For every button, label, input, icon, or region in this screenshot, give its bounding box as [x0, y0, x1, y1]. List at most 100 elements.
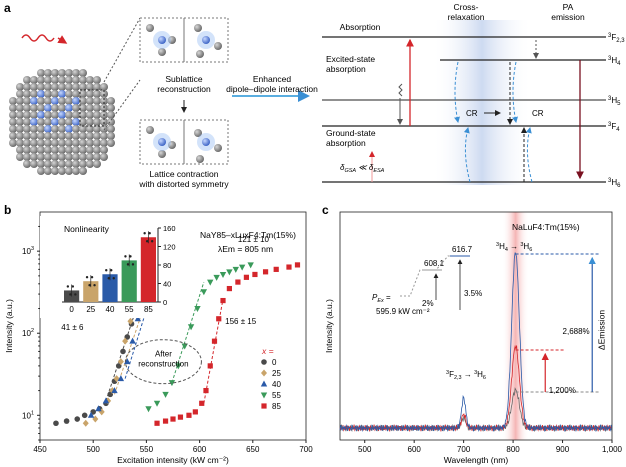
- lattice-ball: [79, 118, 87, 126]
- data-point: [273, 266, 279, 272]
- lattice-ball: [51, 146, 59, 154]
- lattice-ball: [51, 76, 59, 84]
- lattice-ball: [44, 76, 52, 84]
- lattice-atom: [168, 36, 176, 44]
- level-3h6: 3H6: [608, 178, 621, 189]
- lattice-ball: [65, 111, 73, 119]
- slope-annotation: 41 ± 6: [61, 323, 84, 332]
- lattice-ball: [93, 125, 101, 133]
- lattice-ball: [58, 167, 66, 175]
- lattice-ball: [79, 125, 87, 133]
- lattice-ball: [37, 132, 45, 140]
- level-3h4: 3H4: [608, 56, 621, 67]
- lattice-ball: [44, 153, 52, 161]
- data-point: [154, 420, 160, 426]
- lattice-ball: [107, 139, 115, 147]
- lattice-ball: [72, 104, 80, 112]
- data-point: [226, 269, 233, 276]
- lattice-ball: [93, 90, 101, 98]
- lattice-ball: [51, 125, 59, 133]
- slope-annotation: 156 ± 15: [225, 317, 257, 326]
- lattice-ball: [37, 83, 45, 91]
- lattice-ball: [65, 97, 73, 105]
- pct-label: 2%: [422, 299, 434, 308]
- lattice-ball: [93, 139, 101, 147]
- lattice-ball: [79, 111, 87, 119]
- lattice-ball: [44, 167, 52, 175]
- data-point: [117, 358, 124, 366]
- lattice-ball: [58, 125, 66, 133]
- data-point: [124, 334, 131, 340]
- lattice-ball: [79, 146, 87, 154]
- data-point: [294, 262, 301, 268]
- lattice-ball: [86, 83, 94, 91]
- x-tick-label: 600: [193, 445, 207, 454]
- data-point: [127, 317, 134, 325]
- panel-a-letter: a: [4, 1, 11, 15]
- y-tick-label: 101: [22, 410, 34, 420]
- peak-label-3h4: 3H4 → 3H6: [496, 242, 532, 253]
- panel-c-letter: c: [322, 203, 329, 217]
- data-point: [177, 414, 184, 420]
- zoom-box: [79, 89, 105, 127]
- lattice-ball: [58, 111, 66, 119]
- y-tick-label: 103: [22, 246, 34, 256]
- x-axis-label: Wavelength (nm): [444, 455, 509, 465]
- data-point: [261, 403, 267, 409]
- lattice-ball: [30, 83, 38, 91]
- lattice-ball: [65, 153, 73, 161]
- data-point: [122, 337, 129, 345]
- lattice-ball: [100, 125, 108, 133]
- lattice-ball: [79, 104, 87, 112]
- inset-point: [148, 232, 151, 235]
- lambda-label: λEm = 805 nm: [218, 244, 273, 254]
- lattice-ball: [16, 118, 24, 126]
- lattice-ball: [58, 83, 66, 91]
- lattice-ball: [58, 160, 66, 168]
- data-point: [220, 297, 226, 304]
- lattice-ball: [58, 90, 66, 98]
- delta-relation: δGSA ≪ δESA: [340, 163, 385, 174]
- lattice-ball: [86, 146, 94, 154]
- lattice-ball: [79, 97, 87, 105]
- x-tick-label: 500: [87, 445, 101, 454]
- lattice-ball: [37, 76, 45, 84]
- data-point: [181, 343, 188, 350]
- lattice-ball: [51, 132, 59, 140]
- lattice-ball: [16, 139, 24, 147]
- lattice-ball: [51, 153, 59, 161]
- inset-bg: [40, 216, 182, 318]
- dopant-atom: [158, 138, 166, 146]
- lattice-atom: [214, 144, 222, 152]
- lattice-ball: [72, 167, 80, 175]
- data-point: [175, 363, 182, 370]
- data-point: [207, 363, 213, 369]
- lattice-ball: [37, 146, 45, 154]
- lattice-ball: [72, 83, 80, 91]
- data-point: [211, 338, 218, 344]
- inset-bar: [121, 260, 137, 302]
- lattice-ball: [37, 90, 45, 98]
- lattice-ball: [23, 104, 31, 112]
- lattice-ball: [72, 111, 80, 119]
- data-point: [115, 363, 122, 369]
- material-label: NaLuF4:Tm(15%): [512, 222, 580, 232]
- inset-point: [112, 277, 115, 280]
- lattice-ball: [58, 132, 66, 140]
- lattice-ball: [72, 76, 80, 84]
- data-point: [153, 400, 161, 407]
- laser-wave-icon: [21, 34, 55, 42]
- inset-bar: [102, 274, 118, 302]
- lattice-ball: [37, 97, 45, 105]
- lattice-ball: [72, 118, 80, 126]
- lattice-ball: [86, 132, 94, 140]
- data-point: [238, 264, 246, 271]
- lattice-ball: [86, 118, 94, 126]
- lattice-ball: [86, 160, 94, 168]
- lattice-ball: [86, 153, 94, 161]
- pct-label: 2,688%: [563, 327, 590, 336]
- data-point: [216, 316, 222, 322]
- lattice-ball: [30, 139, 38, 147]
- cr-label-1: CR: [466, 109, 478, 118]
- data-point: [95, 405, 102, 412]
